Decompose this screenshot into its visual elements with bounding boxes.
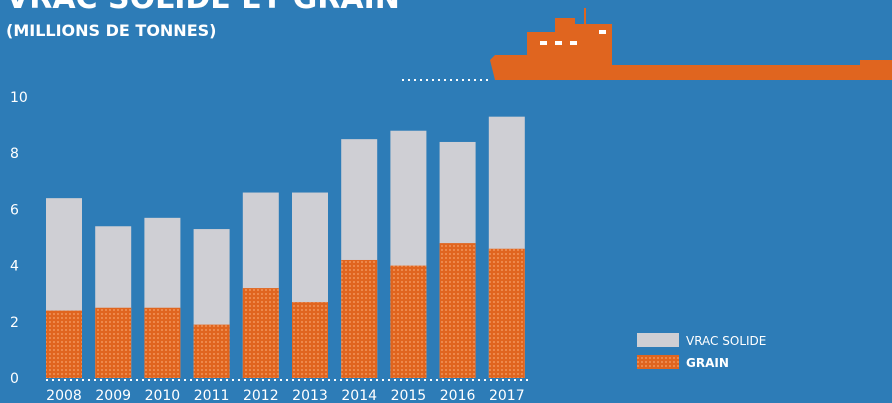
y-tick-label: 8 [10,146,19,162]
legend-label: GRAIN [686,356,729,370]
x-tick-label: 2014 [341,388,377,403]
x-tick-label: 2015 [391,388,427,403]
legend-texture [637,355,679,369]
y-tick-label: 0 [10,371,19,387]
y-tick-label: 6 [10,202,19,218]
grain-texture [242,288,279,378]
grain-texture [341,259,378,378]
grain-texture [95,307,132,378]
x-tick-label: 2010 [145,388,181,403]
grain-texture [439,243,476,378]
grain-texture [292,302,328,378]
x-tick-label: 2009 [95,388,131,403]
y-tick-label: 2 [10,315,19,331]
legend-label: VRAC SOLIDE [686,334,766,348]
x-tick-label: 2013 [292,388,328,403]
legend-swatch [637,333,679,347]
chart-subtitle: (MILLIONS DE TONNES) [6,21,216,40]
grain-texture [144,307,181,378]
x-tick-label: 2011 [194,388,230,403]
grain-texture [390,265,427,378]
chart-title: VRAC SOLIDE ET GRAIN [6,0,400,16]
grain-texture [46,310,82,378]
x-tick-label: 2012 [243,388,279,403]
x-tick-label: 2008 [46,388,82,403]
x-tick-label: 2016 [440,388,476,403]
ship-illustration [402,8,892,81]
x-tick-label: 2017 [489,388,525,403]
y-tick-label: 10 [10,90,28,106]
grain-texture [193,324,230,378]
y-tick-label: 4 [10,259,19,275]
grain-texture [488,248,525,378]
